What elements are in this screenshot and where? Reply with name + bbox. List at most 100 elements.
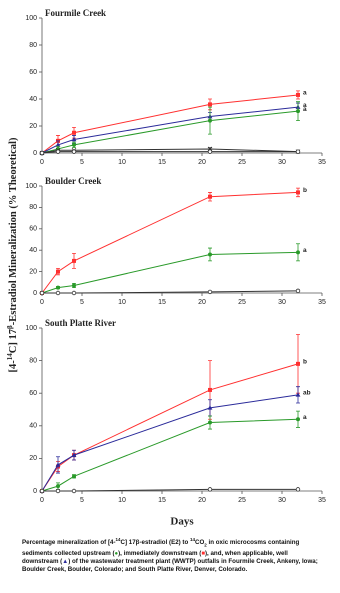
x-tick-label: 35 bbox=[318, 497, 326, 504]
x-tick-label: 0 bbox=[40, 299, 44, 306]
caption-text: 14 bbox=[190, 537, 196, 542]
significance-label: a bbox=[303, 106, 307, 113]
marker bbox=[71, 452, 77, 457]
y-label-part: [4- bbox=[8, 360, 19, 373]
x-tick-label: 20 bbox=[198, 299, 206, 306]
marker bbox=[71, 136, 77, 142]
marker bbox=[71, 488, 77, 494]
marker bbox=[56, 285, 60, 290]
marker bbox=[208, 420, 212, 425]
x-tick-label: 25 bbox=[238, 497, 246, 504]
marker bbox=[72, 142, 76, 147]
x-tick-label: 10 bbox=[118, 159, 126, 166]
y-tick-label: 40 bbox=[29, 96, 37, 103]
marker bbox=[72, 283, 76, 288]
series-line bbox=[41, 363, 299, 492]
x-tick-label: 0 bbox=[40, 497, 44, 504]
marker bbox=[72, 258, 76, 263]
x-tick-label: 5 bbox=[80, 497, 84, 504]
significance-label: b bbox=[303, 187, 307, 194]
marker bbox=[296, 250, 300, 255]
marker bbox=[39, 150, 45, 156]
significance-label: b bbox=[303, 359, 307, 366]
marker bbox=[296, 417, 300, 422]
marker bbox=[207, 487, 213, 492]
significance-label: a bbox=[303, 102, 307, 109]
y-tick-label: 100 bbox=[25, 15, 37, 22]
y-label-part: 14 bbox=[6, 353, 14, 361]
symbol: ● bbox=[114, 550, 119, 557]
x-tick-label: 15 bbox=[158, 159, 166, 166]
x-tick-label: 0 bbox=[40, 159, 44, 166]
marker bbox=[71, 290, 77, 296]
marker bbox=[55, 142, 61, 147]
significance-label: a bbox=[303, 90, 307, 97]
marker bbox=[71, 149, 77, 154]
y-tick-label: 0 bbox=[33, 290, 37, 297]
x-tick-label: 10 bbox=[118, 497, 126, 504]
symbol: ▲ bbox=[62, 558, 69, 565]
series-line bbox=[41, 106, 299, 154]
x-axis-label: Days bbox=[170, 516, 194, 528]
y-tick-label: 100 bbox=[25, 325, 37, 332]
series-line bbox=[41, 148, 299, 154]
marker bbox=[296, 109, 300, 114]
marker bbox=[296, 92, 300, 97]
marker bbox=[208, 252, 212, 257]
y-tick-label: 20 bbox=[29, 123, 37, 130]
marker bbox=[207, 289, 213, 295]
marker bbox=[72, 130, 76, 135]
series-line bbox=[41, 251, 299, 294]
x-tick-label: 30 bbox=[278, 299, 286, 306]
marker bbox=[55, 149, 61, 154]
marker bbox=[208, 194, 212, 199]
y-tick-label: 100 bbox=[25, 183, 37, 190]
marker bbox=[55, 488, 61, 494]
marker bbox=[55, 462, 61, 467]
series-line bbox=[41, 191, 299, 294]
caption-text: 14 bbox=[115, 537, 121, 542]
x-tick-label: 15 bbox=[158, 497, 166, 504]
caption-text: ) of the wastewater treatment plant (WWT… bbox=[22, 557, 318, 574]
marker bbox=[208, 102, 212, 107]
caption-text: ), immediately downstream ( bbox=[118, 549, 202, 557]
marker bbox=[296, 361, 300, 366]
x-tick-label: 5 bbox=[80, 159, 84, 166]
y-tick-label: 20 bbox=[29, 455, 37, 462]
panel-title: South Platte River bbox=[45, 318, 116, 328]
significance-label: ab bbox=[303, 390, 311, 397]
significance-label: a bbox=[303, 247, 307, 254]
caption-text: Percentage mineralization of [4- bbox=[22, 539, 116, 547]
marker bbox=[55, 290, 61, 296]
x-tick-label: 20 bbox=[198, 159, 206, 166]
y-tick-label: 80 bbox=[29, 204, 37, 211]
y-tick-label: 0 bbox=[33, 488, 37, 495]
x-tick-label: 15 bbox=[158, 299, 166, 306]
marker bbox=[295, 487, 301, 492]
marker bbox=[207, 405, 213, 410]
marker bbox=[56, 484, 60, 489]
x-tick-label: 5 bbox=[80, 299, 84, 306]
series-line bbox=[41, 94, 299, 154]
series-line bbox=[41, 110, 299, 154]
y-label-part: C] 17 bbox=[8, 329, 19, 353]
y-tick-label: 0 bbox=[33, 150, 37, 157]
series-line bbox=[41, 418, 299, 492]
y-tick-label: 20 bbox=[29, 268, 37, 275]
marker bbox=[39, 290, 45, 296]
caption-text: in oxic microcosms containing sediments … bbox=[22, 539, 300, 557]
x-tick-label: 20 bbox=[198, 497, 206, 504]
caption-text: CO bbox=[195, 539, 205, 547]
panel-title: Fourmile Creek bbox=[45, 8, 106, 18]
marker bbox=[295, 392, 301, 397]
y-tick-label: 60 bbox=[29, 390, 37, 397]
y-tick-label: 80 bbox=[29, 42, 37, 49]
marker bbox=[56, 269, 60, 274]
caption-text: 2 bbox=[204, 542, 207, 548]
symbol: ■ bbox=[201, 550, 205, 557]
y-label-part: -Estradiol Mineralization (% Theoretical… bbox=[8, 137, 19, 325]
y-tick-label: 60 bbox=[29, 226, 37, 233]
marker bbox=[295, 288, 301, 294]
